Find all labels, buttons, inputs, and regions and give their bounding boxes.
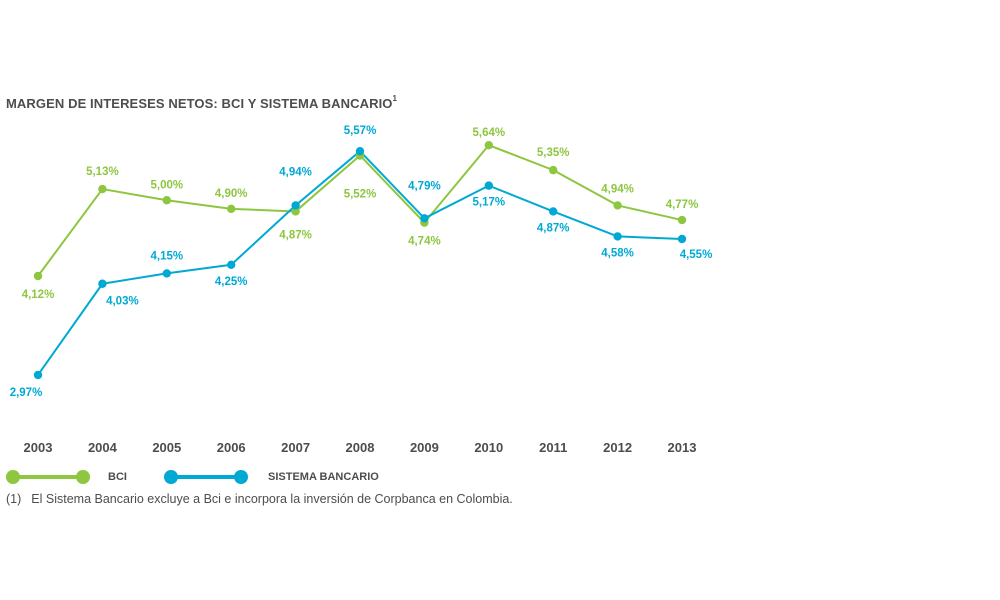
x-tick-label-2013: 2013 bbox=[668, 440, 697, 455]
x-tick-label-2005: 2005 bbox=[152, 440, 181, 455]
data-point-sistema-2012 bbox=[613, 232, 622, 241]
data-label-bci-2009: 4,74% bbox=[408, 236, 441, 248]
data-label-bci-2013: 4,77% bbox=[666, 199, 699, 211]
data-label-sistema-2012: 4,58% bbox=[601, 247, 634, 259]
data-label-bci-2007: 4,87% bbox=[279, 229, 312, 241]
footnote-text: El Sistema Bancario excluye a Bci e inco… bbox=[31, 492, 513, 506]
data-label-sistema-2011: 4,87% bbox=[537, 222, 570, 234]
data-label-sistema-2009: 4,79% bbox=[408, 180, 441, 192]
x-tick-label-2006: 2006 bbox=[217, 440, 246, 455]
data-label-sistema-2010: 5,17% bbox=[472, 197, 505, 209]
data-point-bci-2003 bbox=[33, 271, 43, 281]
chart-legend: BCI SISTEMA BANCARIO bbox=[0, 466, 520, 490]
legend-bci-marker-right bbox=[76, 470, 90, 484]
legend-bci-label: BCI bbox=[108, 471, 127, 483]
data-label-bci-2010: 5,64% bbox=[472, 127, 505, 139]
x-tick-label-2008: 2008 bbox=[346, 440, 375, 455]
data-label-bci-2012: 4,94% bbox=[601, 183, 634, 195]
data-point-bci-2006 bbox=[227, 204, 236, 214]
data-label-bci-2003: 4,12% bbox=[22, 289, 55, 301]
data-label-bci-2005: 5,00% bbox=[150, 179, 183, 191]
data-point-bci-2012 bbox=[613, 201, 622, 210]
line-chart: 4,12% 5,13% 5,00% 4,90% 4,87% 5,52% 4,74% 5,64%… bbox=[10, 125, 713, 455]
chart-title-text: MARGEN DE INTERESES NETOS: BCI Y SISTEMA… bbox=[6, 96, 393, 111]
data-point-sistema-2006 bbox=[227, 260, 236, 270]
footnote: (1) El Sistema Bancario excluye a Bci e i… bbox=[6, 492, 513, 506]
data-point-bci-2007 bbox=[291, 207, 300, 216]
data-label-sistema-2008: 5,57% bbox=[344, 125, 377, 137]
data-point-bci-2010 bbox=[484, 140, 493, 150]
x-tick-label-2004: 2004 bbox=[88, 440, 118, 455]
data-label-sistema-2003: 2,97% bbox=[10, 387, 43, 399]
legend-bci-line bbox=[12, 475, 84, 479]
x-tick-label-2011: 2011 bbox=[539, 440, 567, 455]
x-tick-label-2012: 2012 bbox=[603, 440, 632, 455]
data-label-bci-2008: 5,52% bbox=[344, 188, 377, 200]
footnote-number: (1) bbox=[6, 492, 22, 506]
title-footnote-marker: 1 bbox=[392, 94, 398, 103]
x-tick-label-2010: 2010 bbox=[474, 440, 503, 455]
data-point-bci-2013 bbox=[677, 215, 687, 225]
data-label-sistema-2006: 4,25% bbox=[215, 276, 248, 288]
legend-sistema-label: SISTEMA BANCARIO bbox=[268, 471, 379, 483]
x-tick-label-2003: 2003 bbox=[24, 440, 53, 455]
series-line-bci bbox=[37, 144, 683, 277]
data-label-bci-2011: 5,35% bbox=[537, 147, 570, 159]
data-point-sistema-2013 bbox=[677, 234, 687, 244]
data-label-sistema-2005: 4,15% bbox=[150, 250, 183, 262]
legend-sistema-marker-right bbox=[234, 470, 248, 484]
legend-sistema-line bbox=[170, 475, 242, 479]
data-label-sistema-2013: 4,55% bbox=[680, 249, 713, 261]
data-point-sistema-2003 bbox=[33, 370, 43, 380]
series-line-sistema-bancario bbox=[37, 150, 683, 376]
data-label-bci-2004: 5,13% bbox=[86, 166, 119, 178]
data-label-bci-2006: 4,90% bbox=[215, 188, 248, 200]
data-point-sistema-2007 bbox=[291, 201, 300, 210]
data-label-sistema-2007: 4,94% bbox=[279, 166, 312, 178]
legend-bci-marker-left bbox=[6, 470, 20, 484]
data-point-sistema-2005 bbox=[162, 269, 171, 278]
data-point-sistema-2011 bbox=[549, 207, 558, 216]
data-point-sistema-2010 bbox=[484, 181, 493, 190]
data-point-bci-2004 bbox=[98, 184, 107, 194]
data-point-bci-2011 bbox=[549, 165, 558, 175]
legend-sistema-marker-left bbox=[164, 470, 178, 484]
x-tick-label-2009: 2009 bbox=[410, 440, 439, 455]
data-point-sistema-2008 bbox=[355, 146, 365, 156]
x-tick-label-2007: 2007 bbox=[281, 440, 310, 455]
data-point-sistema-2009 bbox=[420, 214, 429, 223]
data-point-bci-2005 bbox=[162, 196, 171, 205]
data-label-sistema-2004: 4,03% bbox=[106, 296, 139, 308]
chart-title: MARGEN DE INTERESES NETOS: BCI Y SISTEMA… bbox=[6, 94, 398, 111]
data-point-sistema-2004 bbox=[98, 279, 107, 288]
